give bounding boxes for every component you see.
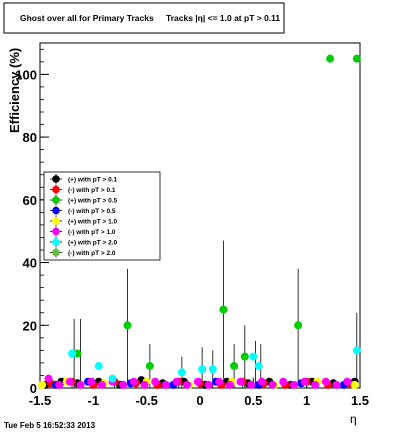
data-point	[230, 362, 239, 371]
data-point	[87, 377, 96, 386]
y-tick-label: 0	[30, 381, 37, 396]
legend-marker	[52, 217, 60, 225]
data-point	[240, 352, 249, 361]
legend-label: (-) with pT > 0.1	[68, 187, 116, 194]
data-point	[68, 349, 76, 358]
data-point	[76, 380, 85, 389]
legend-label: (+) with pT > 1.0	[68, 219, 118, 226]
data-point	[247, 380, 256, 389]
y-tick-label: 100	[15, 67, 37, 82]
data-point	[289, 380, 298, 389]
data-point	[129, 377, 138, 386]
legend-label: (-) with pT > 1.0	[68, 229, 116, 236]
data-point	[215, 377, 224, 386]
legend: (+) with pT > 0.1 (-) with pT > 0.1 (+) wi…	[43, 171, 161, 261]
data-point	[350, 380, 359, 389]
x-tick-label: 1	[303, 393, 310, 408]
data-point	[151, 377, 160, 386]
data-point	[183, 380, 192, 389]
x-tick-label: -0.5	[135, 393, 157, 408]
data-point	[326, 54, 335, 63]
y-tick-label: 20	[23, 318, 37, 333]
data-point	[198, 365, 207, 374]
data-point	[55, 380, 64, 389]
data-point	[44, 374, 53, 383]
data-point	[352, 54, 361, 63]
data-point	[294, 321, 303, 330]
y-tick-label: 60	[23, 193, 37, 208]
x-axis-label: η	[350, 412, 357, 426]
data-point	[140, 380, 149, 389]
data-point	[279, 377, 288, 386]
data-point	[193, 377, 202, 386]
data-point	[219, 305, 228, 314]
data-point	[236, 377, 245, 386]
data-point	[177, 368, 186, 377]
data-point	[161, 380, 170, 389]
data-point	[123, 321, 132, 330]
x-tick-label: 0	[196, 393, 203, 408]
data-point	[249, 352, 258, 361]
title-box	[3, 2, 285, 34]
legend-marker	[52, 175, 60, 183]
legend-label: (+) with pT > 2.0	[68, 240, 118, 247]
legend-box	[43, 171, 161, 261]
x-tick-label: 1.5	[351, 393, 369, 408]
legend-label: (+) with pT > 0.5	[68, 198, 118, 205]
y-tick-label: 80	[23, 130, 37, 145]
data-point	[38, 380, 47, 389]
x-tick-label: -1	[88, 393, 100, 408]
legend-marker	[52, 227, 60, 236]
timestamp: Tue Feb 5 16:52:33 2013	[4, 421, 96, 430]
data-point	[65, 377, 74, 386]
chart-title: Ghost over all for Primary Tracks	[20, 13, 154, 23]
legend-marker	[52, 196, 60, 204]
data-point	[352, 346, 361, 355]
data-point	[311, 380, 320, 389]
data-point	[97, 380, 106, 389]
data-point	[332, 380, 341, 389]
legend-marker	[52, 248, 60, 257]
data-point	[343, 377, 352, 386]
data-point	[172, 377, 181, 386]
legend-label: (+) with pT > 0.1	[68, 177, 118, 184]
y-axis-label: Efficiency (%)	[7, 48, 22, 133]
chart-title-overlap: Tracks |η| <= 1.0 at pT > 0.11	[166, 13, 280, 23]
legend-label: (-) with pT > 2.0	[68, 250, 116, 257]
data-point	[225, 380, 234, 389]
data-point	[300, 377, 309, 386]
legend-marker	[52, 206, 60, 215]
data-point	[208, 365, 217, 374]
x-tick-label: 0.5	[244, 393, 262, 408]
data-point	[108, 374, 117, 383]
data-point	[204, 380, 213, 389]
data-point	[145, 362, 154, 371]
data-point	[94, 362, 103, 371]
data-point	[257, 377, 266, 386]
y-tick-label: 40	[23, 256, 37, 271]
data-point	[254, 362, 263, 371]
legend-marker	[52, 185, 60, 194]
data-point	[268, 380, 277, 389]
data-point	[321, 377, 330, 386]
legend-label: (-) with pT > 0.5	[68, 208, 116, 215]
data-point	[119, 380, 128, 389]
legend-marker	[52, 238, 60, 246]
x-tick-label: -1.5	[29, 393, 51, 408]
